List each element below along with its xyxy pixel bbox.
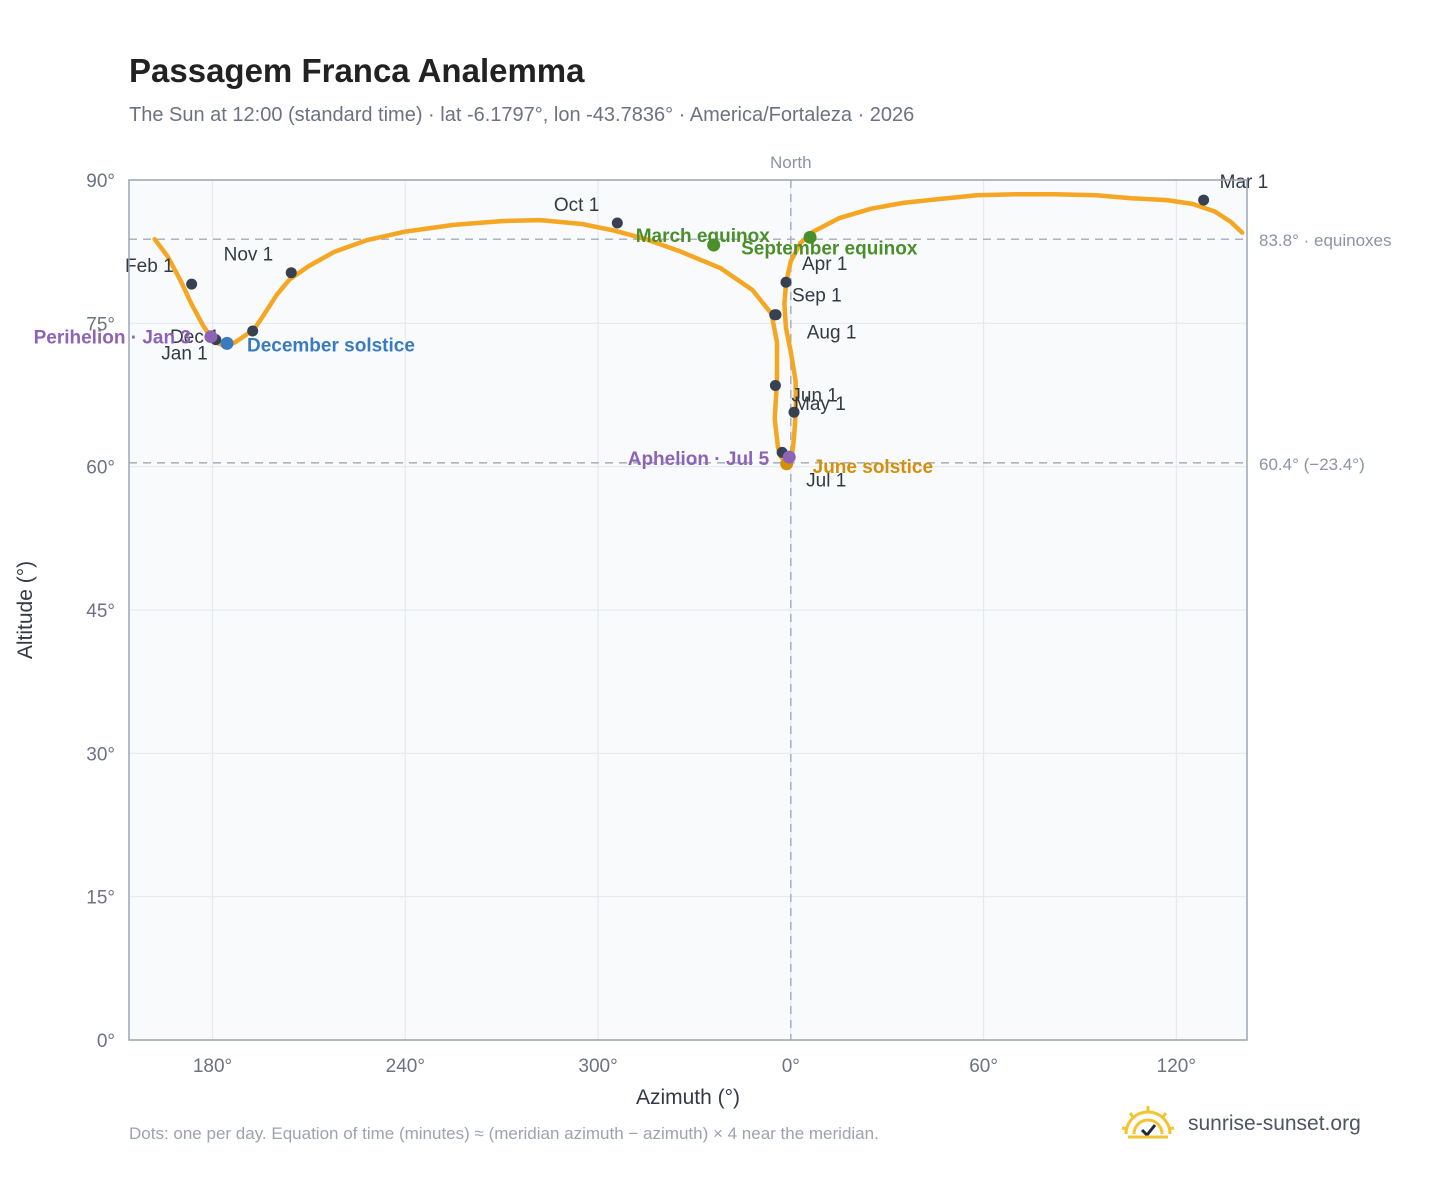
reference-line-label: 60.4° (−23.4°) bbox=[1259, 455, 1365, 474]
month-marker-label: Nov 1 bbox=[224, 245, 274, 266]
x-tick-label: 0° bbox=[782, 1056, 800, 1077]
month-marker-label: Feb 1 bbox=[125, 256, 174, 277]
chart-subtitle: The Sun at 12:00 (standard time) · lat -… bbox=[129, 104, 915, 126]
special-point-label: September equinox bbox=[741, 238, 918, 259]
brand[interactable]: sunrise-sunset.org bbox=[1120, 1103, 1361, 1145]
special-point-dot bbox=[782, 450, 796, 464]
y-tick-label: 15° bbox=[86, 888, 115, 909]
month-marker-dot bbox=[770, 309, 782, 321]
reference-line-label: 83.8° · equinoxes bbox=[1259, 231, 1392, 250]
special-point-dot bbox=[803, 230, 817, 244]
month-marker-dot bbox=[285, 267, 297, 279]
month-marker-label: Jun 1 bbox=[791, 385, 837, 406]
month-marker-dot bbox=[247, 325, 259, 337]
month-marker-label: Oct 1 bbox=[554, 195, 599, 216]
special-point-dot bbox=[707, 238, 721, 252]
month-marker-label: Jul 1 bbox=[806, 470, 846, 491]
x-tick-label: 60° bbox=[969, 1056, 998, 1077]
month-marker-label: Jan 1 bbox=[161, 344, 207, 365]
sun-check-logo-icon bbox=[1121, 1106, 1175, 1139]
axis-ticks: 0° 15° 30° 45° 60° 75° 90° 180° 240° 300° 0° 60° 120… bbox=[86, 171, 1196, 1077]
chart-title: Passagem Franca Analemma bbox=[129, 52, 585, 89]
special-point-label: March equinox bbox=[636, 226, 771, 247]
month-marker-dot bbox=[1198, 194, 1210, 206]
footnote: Dots: one per day. Equation of time (min… bbox=[129, 1124, 879, 1143]
month-marker-dot bbox=[186, 278, 198, 290]
y-tick-label: 90° bbox=[86, 171, 115, 192]
y-tick-label: 0° bbox=[97, 1031, 115, 1052]
y-tick-label: 30° bbox=[86, 744, 115, 765]
month-marker-dot bbox=[780, 276, 792, 288]
brand-name: sunrise-sunset.org bbox=[1188, 1112, 1361, 1135]
special-point-label: December solstice bbox=[247, 335, 415, 356]
plot-frame bbox=[128, 179, 1248, 1041]
x-tick-label: 240° bbox=[386, 1056, 425, 1077]
y-tick-label: 45° bbox=[86, 601, 115, 622]
special-point-dot bbox=[204, 330, 218, 344]
special-point-label: June solstice bbox=[813, 457, 933, 478]
month-marker-label: Mar 1 bbox=[1220, 172, 1269, 193]
y-tick-label: 75° bbox=[86, 314, 115, 335]
x-tick-label: 180° bbox=[193, 1056, 232, 1077]
x-tick-label: 300° bbox=[578, 1056, 617, 1077]
reference-lines: North 83.8° · equinoxes 60.4° (−23.4°) bbox=[129, 153, 1392, 1040]
special-point-dot bbox=[220, 336, 234, 350]
north-line-label: North bbox=[770, 153, 812, 172]
y-axis-label: Altitude (°) bbox=[14, 561, 37, 659]
x-tick-label: 120° bbox=[1157, 1056, 1196, 1077]
special-point-label: Aphelion · Jul 5 bbox=[628, 449, 770, 470]
special-point-label: Perihelion · Jan 3 bbox=[34, 328, 191, 349]
x-axis-label: Azimuth (°) bbox=[636, 1086, 740, 1109]
y-tick-label: 60° bbox=[86, 458, 115, 479]
month-marker-label: Apr 1 bbox=[802, 254, 847, 275]
month-marker-dot bbox=[788, 406, 800, 418]
month-marker-dot bbox=[769, 379, 781, 391]
month-marker-label: May 1 bbox=[794, 394, 846, 415]
month-marker-label: Aug 1 bbox=[807, 323, 857, 344]
month-marker-dot bbox=[611, 217, 623, 229]
month-marker-label: Sep 1 bbox=[792, 286, 842, 307]
